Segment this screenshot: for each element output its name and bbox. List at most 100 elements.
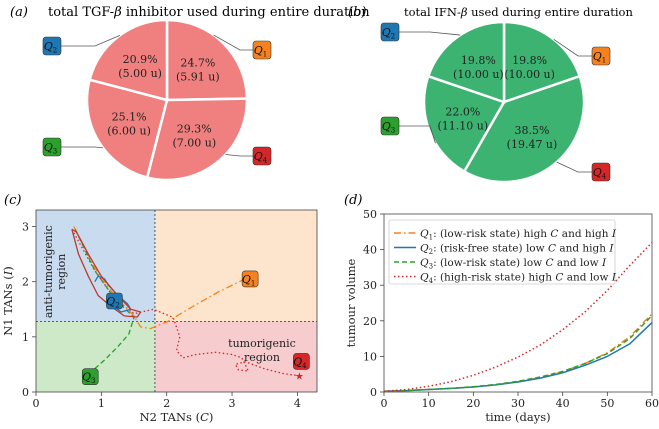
y-tick-label: 0 [370, 386, 377, 399]
slice-amount-label: (10.00 u) [453, 68, 504, 81]
legend-box [388, 219, 616, 285]
badge-box-q1 [252, 40, 272, 60]
legend-entry-q2: Q2: (risk-free state) low C and high I [420, 243, 614, 257]
leader-line-q1 [213, 34, 253, 51]
leader-line-q4 [556, 161, 592, 173]
y-tick-label: 0 [22, 386, 29, 399]
slice-amount-label: (7.00 u) [172, 137, 216, 150]
y-axis-label: tumour volume [344, 258, 358, 347]
badge-box-q4 [591, 162, 611, 182]
region-label-tumorigenic: tumorigenic [228, 337, 296, 350]
panel-a-title: total TGF-β inhibitor used during entire… [48, 5, 370, 20]
badge-box-q4 [293, 353, 310, 370]
trajectory-q3-dashed [74, 229, 135, 374]
phase-plot-frame [35, 209, 318, 393]
panel-b-title: total IFN-β used during entire duration [404, 5, 633, 19]
slice-percent-label: 19.8% [512, 54, 547, 67]
leader-line-q2 [399, 31, 461, 36]
legend: Q1: (low-risk state) high C and high IQ2… [388, 219, 617, 285]
y-tick-label: 1 [22, 331, 29, 344]
badge-box-q2 [42, 36, 62, 56]
badge-q1: Q1 [591, 46, 611, 66]
x-axis-label: N2 TANs (C) [140, 410, 214, 424]
badge-box-q2 [380, 22, 400, 42]
badge-q3: Q3 [42, 137, 62, 157]
panel-d: (d) 0 10 20 30 40 50 60 0 10 20 30 40 50 time (days) t… [344, 193, 659, 424]
region-label-anti: anti-tumorigenicregion [42, 225, 68, 318]
x-tick-label: 1 [98, 397, 105, 410]
badge-q4: Q4 [591, 162, 611, 182]
x-tick-label: 3 [229, 397, 236, 410]
y-tick-label: 40 [363, 244, 377, 257]
badge-q1: Q1 [241, 270, 259, 288]
panel-b: (b) total IFN-β used during entire durat… [348, 5, 633, 184]
leader-line-q2 [61, 34, 121, 47]
x-tick-label: 50 [600, 397, 614, 410]
slice-amount-label: (5.00 u) [118, 67, 162, 80]
slice-percent-label: 38.5% [515, 124, 550, 137]
y-tick-label: 30 [363, 279, 377, 292]
x-tick-label: 40 [556, 397, 570, 410]
slice-percent-label: 22.0% [445, 106, 480, 119]
x-tick-label: 0 [33, 397, 40, 410]
pie-slice-q2 [426, 20, 506, 104]
x-tick-label: 10 [422, 397, 436, 410]
legend-entry-q1: Q1: (low-risk state) high C and high I [420, 228, 617, 242]
legend-entry-q3: Q3: (low-risk state) low C and low I [420, 257, 607, 271]
pie-slice-q3 [85, 78, 169, 180]
slice-amount-label: (6.00 u) [107, 124, 151, 137]
badge-q3: Q3 [380, 116, 400, 136]
badge-box-q1 [591, 46, 611, 66]
leader-line-q1 [553, 39, 592, 57]
y-tick-label: 20 [363, 315, 377, 328]
slice-amount-label: (19.47 u) [507, 138, 558, 151]
y-tick-label: 50 [363, 208, 377, 221]
pie-slice-q1 [165, 18, 249, 102]
x-tick-label: 2 [163, 397, 170, 410]
badge-q3: Q3 [81, 368, 99, 385]
panel-a: (a) total TGF-β inhibitor used during en… [10, 5, 370, 182]
pie-slice-q4 [145, 97, 249, 182]
trajectory-q1-dashdot [73, 226, 246, 330]
x-tick-label: 0 [381, 397, 388, 410]
slice-amount-label: (10.00 u) [504, 68, 555, 81]
panel-b-letter: (b) [348, 5, 366, 20]
y-tick-label: 10 [363, 350, 377, 363]
slice-percent-label: 19.8% [461, 54, 496, 67]
x-axis-label: time (days) [485, 410, 550, 424]
slice-amount-label: (11.10 u) [438, 120, 489, 133]
badge-box-q1 [241, 270, 259, 288]
leader-line-q3 [61, 146, 103, 149]
slice-percent-label: 20.9% [123, 53, 158, 66]
badge-q2: Q2 [106, 292, 123, 310]
badge-box-q3 [42, 137, 62, 157]
badge-box-q3 [81, 368, 99, 385]
region-q4 [154, 321, 317, 392]
pie-slice-q2 [88, 18, 169, 102]
y-axis-label: N1 TANs (I) [1, 266, 15, 336]
leader-line-q4 [225, 154, 253, 157]
pie-chart-a: 24.7%(5.91 u) Q1 29.3%(7.00 u) Q4 25.1%(6.00… [42, 18, 272, 182]
x-tick-label: 4 [294, 397, 301, 410]
pie-slice-q4 [462, 74, 586, 184]
slice-percent-label: 25.1% [112, 110, 147, 123]
badge-q4: Q4 [252, 146, 272, 166]
panel-c-letter: (c) [4, 193, 21, 208]
panel-a-letter: (a) [10, 5, 28, 20]
badge-box-q2 [106, 292, 123, 310]
panel-d-letter: (d) [344, 193, 362, 208]
slice-amount-label: (5.91 u) [176, 71, 220, 84]
x-tick-label: 60 [645, 397, 659, 410]
badge-q2: Q2 [380, 22, 400, 42]
region-label-region: region [244, 351, 280, 364]
badge-q2: Q2 [42, 36, 62, 56]
y-tick-label: 3 [22, 221, 29, 234]
badge-box-q3 [380, 116, 400, 136]
leader-line-q3 [399, 125, 436, 144]
x-tick-label: 20 [466, 397, 480, 410]
pie-slice-q3 [422, 74, 506, 174]
panel-c: (c) anti-tumorigenicregion tumorigenicreg… [1, 193, 318, 424]
x-tick-label: 30 [511, 397, 525, 410]
